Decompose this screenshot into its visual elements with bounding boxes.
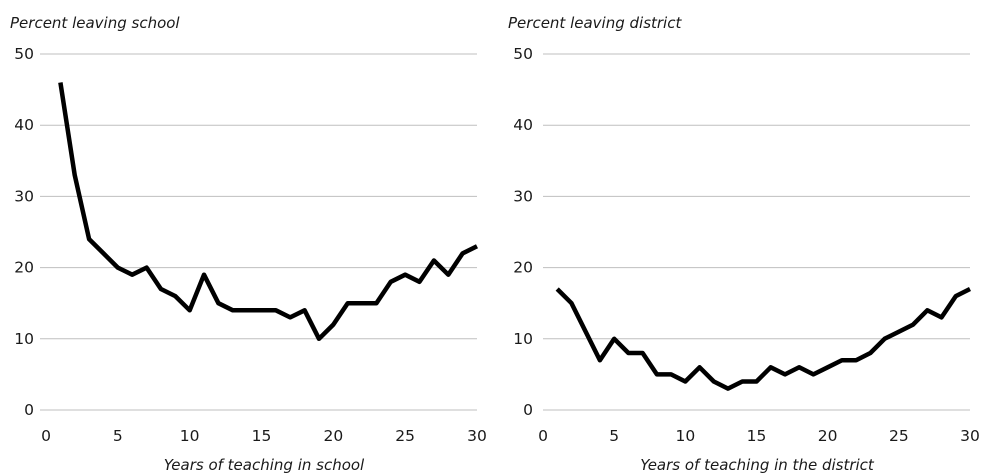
x-tick-label: 5 — [609, 427, 619, 445]
x-tick-label: 10 — [180, 427, 200, 445]
x-tick-label: 0 — [538, 427, 548, 445]
x-tick-label: 20 — [323, 427, 343, 445]
x-axis-label: Years of teaching in the district — [640, 456, 875, 474]
y-tick-label: 50 — [14, 45, 34, 63]
x-tick-labels: 0 5 10 15 20 25 30 — [41, 427, 487, 445]
chart-panel-school: Percent leaving school 0 10 20 30 40 50 0 5 10 1… — [10, 14, 487, 474]
y-tick-label: 0 — [523, 401, 533, 419]
y-tick-label: 30 — [513, 187, 533, 205]
series-layer — [58, 82, 479, 342]
y-axis-label: Percent leaving school — [10, 14, 180, 32]
gridlines — [543, 53, 970, 411]
x-tick-label: 0 — [41, 427, 51, 445]
y-tick-label: 40 — [14, 116, 34, 134]
y-tick-label: 50 — [513, 45, 533, 63]
x-tick-label: 30 — [467, 427, 487, 445]
chart-panel-district: Percent leaving district 0 10 20 30 40 50 0 5 1… — [508, 14, 980, 474]
x-tick-label: 15 — [252, 427, 272, 445]
x-tick-label: 15 — [747, 427, 767, 445]
x-tick-labels: 0 5 10 15 20 25 30 — [538, 427, 980, 445]
series-line — [555, 286, 972, 391]
y-tick-label: 20 — [14, 259, 34, 277]
gridlines — [40, 53, 477, 411]
x-tick-label: 30 — [960, 427, 980, 445]
y-tick-labels: 0 10 20 30 40 50 — [513, 45, 533, 419]
y-tick-label: 40 — [513, 116, 533, 134]
y-axis-label: Percent leaving district — [508, 14, 682, 32]
x-tick-label: 20 — [818, 427, 838, 445]
series-line — [58, 82, 479, 342]
x-axis-label: Years of teaching in school — [164, 456, 365, 474]
y-tick-label: 0 — [24, 401, 34, 419]
y-tick-labels: 0 10 20 30 40 50 — [14, 45, 34, 419]
y-tick-label: 10 — [513, 330, 533, 348]
y-tick-label: 20 — [513, 259, 533, 277]
x-tick-label: 10 — [675, 427, 695, 445]
x-tick-label: 25 — [395, 427, 415, 445]
y-tick-label: 10 — [14, 330, 34, 348]
y-tick-label: 30 — [14, 187, 34, 205]
x-tick-label: 25 — [889, 427, 909, 445]
x-tick-label: 5 — [113, 427, 123, 445]
series-layer — [555, 286, 972, 391]
